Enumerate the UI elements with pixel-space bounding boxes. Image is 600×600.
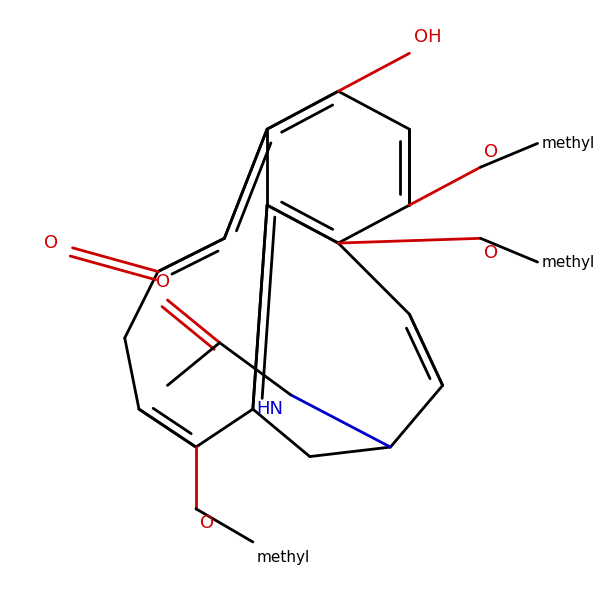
Text: O: O <box>200 514 214 532</box>
Text: O: O <box>484 143 499 161</box>
Text: HN: HN <box>256 400 283 418</box>
Text: O: O <box>484 244 499 262</box>
Text: O: O <box>44 234 58 252</box>
Text: OH: OH <box>414 28 442 46</box>
Text: methyl: methyl <box>541 254 595 269</box>
Text: O: O <box>155 272 170 290</box>
Text: methyl: methyl <box>541 136 595 151</box>
Text: methyl: methyl <box>257 550 310 565</box>
